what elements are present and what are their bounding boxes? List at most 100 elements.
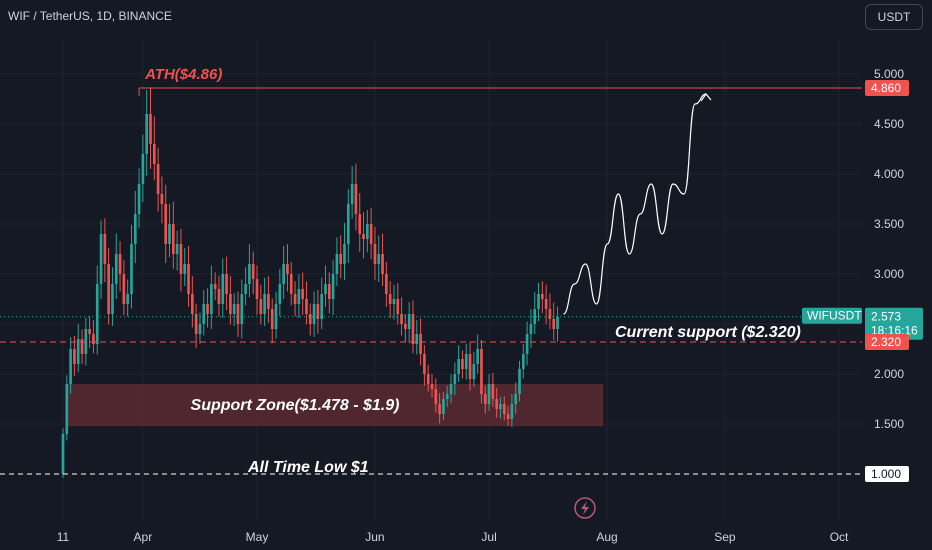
candle-body <box>130 244 133 294</box>
candle-body <box>111 284 114 314</box>
candle-body <box>419 334 422 354</box>
candle-body <box>263 294 266 314</box>
candle-body <box>183 264 187 274</box>
candle-body <box>487 384 491 404</box>
candle-body <box>156 164 160 194</box>
lightning-icon[interactable] <box>574 497 596 519</box>
x-tick-label: Jul <box>481 530 496 544</box>
candle-body <box>191 294 194 314</box>
candle-body <box>415 334 419 344</box>
candle-body <box>407 314 411 329</box>
candle-body <box>61 434 65 474</box>
candle-body <box>137 184 141 214</box>
candle-body <box>198 324 202 334</box>
candle-body <box>377 254 381 264</box>
candle-body <box>171 224 175 254</box>
candle-body <box>457 359 460 374</box>
x-tick-label: Oct <box>830 530 849 544</box>
candle-body <box>133 214 137 244</box>
candle-body <box>95 284 99 344</box>
candle-body <box>339 254 343 264</box>
candle-body <box>529 324 533 334</box>
candle-body <box>514 394 518 404</box>
candle-body <box>289 274 293 294</box>
candle-body <box>533 309 537 324</box>
candle-body <box>122 274 126 304</box>
candle-body <box>438 404 441 414</box>
candle-body <box>548 309 552 319</box>
candle-body <box>213 284 217 289</box>
candle-body <box>442 399 445 414</box>
support-zone-rect <box>66 384 604 427</box>
candle-body <box>373 244 377 264</box>
candle-body <box>312 304 316 324</box>
y-tick-label: 2.000 <box>874 367 904 381</box>
candle-body <box>244 284 247 294</box>
candle-body <box>499 404 502 409</box>
y-tick-label: 4.000 <box>874 167 904 181</box>
candle-body <box>400 314 403 324</box>
x-tick-label: Apr <box>134 530 153 544</box>
currency-button[interactable]: USDT <box>865 4 923 30</box>
candle-body <box>366 224 369 239</box>
candle-body <box>194 314 198 334</box>
candle-body <box>179 244 183 274</box>
candle-body <box>114 254 118 284</box>
candle-body <box>305 299 308 314</box>
candle-body <box>202 304 206 324</box>
candle-body <box>301 289 304 299</box>
support-price-label: 2.320 <box>871 335 901 349</box>
candle-body <box>232 304 236 314</box>
candle-body <box>297 289 301 304</box>
candle-body <box>278 284 282 304</box>
candle-body <box>248 264 251 284</box>
candle-body <box>149 114 152 144</box>
candle-body <box>518 369 521 394</box>
candle-body <box>343 244 346 264</box>
projection-arrowhead <box>700 93 712 102</box>
candle-body <box>358 214 362 234</box>
y-tick-label: 1.500 <box>874 417 904 431</box>
y-tick-label: 4.500 <box>874 117 904 131</box>
y-tick-label: 3.000 <box>874 267 904 281</box>
candle-body <box>468 354 472 379</box>
candle-body <box>525 334 529 354</box>
candle-body <box>293 294 297 304</box>
candle-body <box>126 294 130 304</box>
ath-price-label: 4.860 <box>871 81 901 95</box>
candle-body <box>270 309 274 329</box>
price-labels: 4.860 WIFUSDT 2.573 18:16:16 2.320 1.000 <box>802 80 923 482</box>
x-tick-label: May <box>246 530 269 544</box>
candle-body <box>388 294 392 304</box>
candle-body <box>267 294 270 309</box>
candle-body <box>80 339 84 354</box>
candle-body <box>152 144 156 164</box>
candle-body <box>434 389 438 404</box>
candle-body <box>350 184 354 204</box>
candle-body <box>255 279 259 299</box>
candle-body <box>430 384 434 389</box>
candle-body <box>346 204 350 244</box>
candle-body <box>556 316 559 329</box>
x-tick-label: Jun <box>365 530 384 544</box>
candle-body <box>521 354 525 369</box>
candle-body <box>411 314 415 344</box>
current-price-label: 2.573 <box>871 310 901 324</box>
candle-body <box>217 289 221 304</box>
candle-body <box>236 304 240 324</box>
candle-body <box>480 349 483 394</box>
candle-body <box>316 304 320 319</box>
candle-body <box>381 254 384 274</box>
candle-body <box>404 324 407 329</box>
chart-title: WIF / TetherUS, 1D, BINANCE <box>8 9 172 23</box>
candle-body <box>537 294 540 309</box>
x-axis: 11 Apr May Jun Jul Aug Sep Oct <box>57 40 849 544</box>
candle-body <box>385 274 388 294</box>
candle-body <box>449 384 453 394</box>
candle-body <box>445 394 449 399</box>
candle-body <box>160 194 164 204</box>
candle-body <box>69 349 72 384</box>
candle-body <box>472 364 476 379</box>
candle-body <box>510 404 514 419</box>
